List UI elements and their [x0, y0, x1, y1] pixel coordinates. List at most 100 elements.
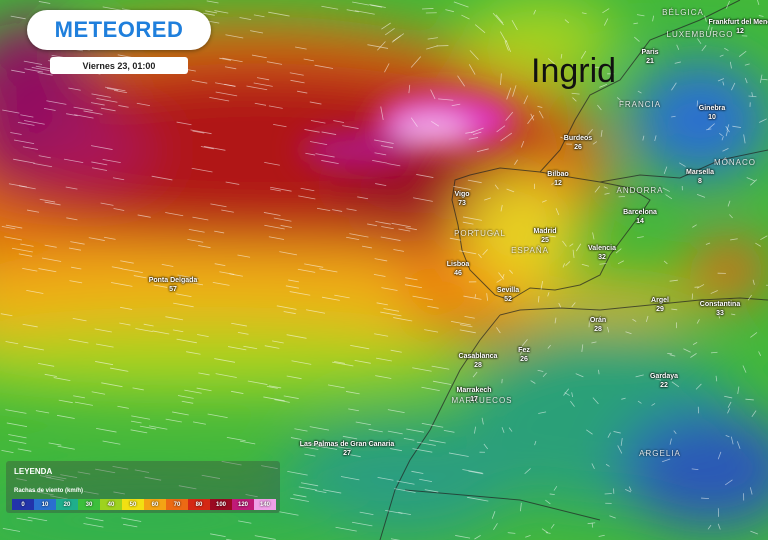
- wind-streak: [551, 179, 558, 186]
- wind-streak: [758, 118, 767, 123]
- wind-streak: [297, 268, 316, 273]
- wind-streak: [203, 146, 226, 151]
- wind-streak: [520, 140, 525, 148]
- wind-streak: [5, 409, 27, 414]
- wind-streak: [521, 339, 528, 347]
- wind-streak: [431, 365, 450, 370]
- wind-streak: [500, 204, 503, 212]
- wind-streak: [191, 167, 213, 173]
- wind-streak: [132, 387, 144, 391]
- city-name: Gardaya: [649, 373, 679, 380]
- wind-streak: [83, 110, 103, 115]
- wind-streak: [205, 10, 218, 14]
- wind-streak: [102, 158, 121, 164]
- wind-streak: [112, 465, 129, 470]
- wind-streak: [39, 475, 52, 479]
- wind-streak: [74, 114, 94, 119]
- country-label: MARRUECOS: [451, 396, 513, 405]
- wind-streak: [68, 87, 81, 91]
- wind-streak: [91, 93, 111, 98]
- wind-streak: [270, 186, 292, 192]
- wind-streak: [636, 14, 645, 17]
- wind-streak: [24, 68, 44, 73]
- wind-streak: [671, 308, 678, 311]
- wind-streak: [77, 471, 91, 475]
- city-name: Barcelona: [623, 209, 657, 216]
- wind-streak: [438, 98, 454, 101]
- city-label: Argel 29: [651, 296, 669, 314]
- wind-streak: [707, 22, 711, 31]
- wind-streak: [465, 131, 475, 134]
- country-label: ANDORRA: [616, 186, 664, 195]
- wind-streak: [710, 290, 718, 294]
- city-name: Marsella: [685, 169, 715, 176]
- wind-streak: [683, 348, 691, 353]
- wind-streak: [305, 152, 316, 156]
- wind-streak: [5, 224, 23, 229]
- wind-streak: [405, 227, 417, 231]
- wind-streak: [380, 106, 384, 121]
- wind-streak: [279, 511, 299, 516]
- wind-streak: [474, 24, 486, 34]
- wind-streak: [309, 101, 322, 105]
- wind-streak: [459, 250, 477, 255]
- wind-streak: [449, 237, 461, 241]
- wind-streak: [727, 401, 732, 408]
- legend-step: 40: [100, 499, 122, 510]
- wind-streak: [553, 485, 558, 491]
- wind-streak: [323, 489, 342, 494]
- city-name: Las Palmas de Gran Canaria: [299, 441, 395, 448]
- country-label: ESPAÑA: [511, 246, 549, 255]
- wind-streak: [499, 31, 507, 43]
- wind-streak: [726, 0, 730, 9]
- wind-streak: [757, 0, 760, 6]
- wind-streak: [710, 351, 718, 354]
- wind-streak: [472, 229, 476, 234]
- wind-streak: [266, 385, 278, 389]
- wind-streak: [303, 58, 314, 62]
- wind-streak: [270, 188, 281, 192]
- wind-streak: [724, 395, 733, 399]
- wind-streak: [737, 386, 740, 395]
- wind-streak: [57, 445, 75, 450]
- wind-streak: [744, 63, 750, 66]
- wind-streak: [424, 329, 439, 333]
- wind-streak: [152, 330, 170, 335]
- city-label: Valencia 32: [588, 244, 616, 262]
- wind-streak: [53, 377, 71, 381]
- wind-streak: [113, 90, 128, 94]
- wind-streak: [375, 183, 387, 186]
- wind-streak: [692, 224, 697, 228]
- wind-streak: [571, 302, 576, 308]
- wind-streak: [237, 331, 249, 335]
- wind-streak: [8, 434, 27, 439]
- wind-streak: [635, 374, 644, 378]
- wind-streak: [44, 373, 57, 377]
- city-name: Frankfurt del Meno: [708, 19, 768, 26]
- wind-streak: [175, 293, 192, 298]
- wind-streak: [616, 97, 624, 104]
- wind-streak: [482, 249, 488, 256]
- wind-streak: [306, 309, 326, 314]
- wind-streak: [465, 356, 477, 359]
- wind-streak: [212, 281, 230, 286]
- wind-streak: [96, 97, 118, 103]
- city-value: 17: [470, 396, 478, 403]
- country-label: FRANCIA: [618, 100, 662, 109]
- wind-streak: [750, 530, 758, 535]
- wind-streak: [377, 476, 394, 481]
- wind-streak: [6, 422, 28, 428]
- wind-streak: [751, 410, 757, 418]
- logo[interactable]: METEORED: [27, 10, 211, 50]
- wind-streak: [318, 445, 338, 450]
- wind-streak: [554, 317, 557, 324]
- wind-streak: [60, 474, 78, 479]
- wind-streak: [102, 440, 121, 445]
- wind-streak: [66, 113, 78, 117]
- wind-streak: [416, 441, 436, 446]
- wind-streak: [65, 186, 78, 190]
- wind-streak: [571, 92, 580, 95]
- city-value: 26: [520, 356, 528, 363]
- wind-streak: [45, 476, 64, 481]
- wind-streak: [176, 121, 192, 126]
